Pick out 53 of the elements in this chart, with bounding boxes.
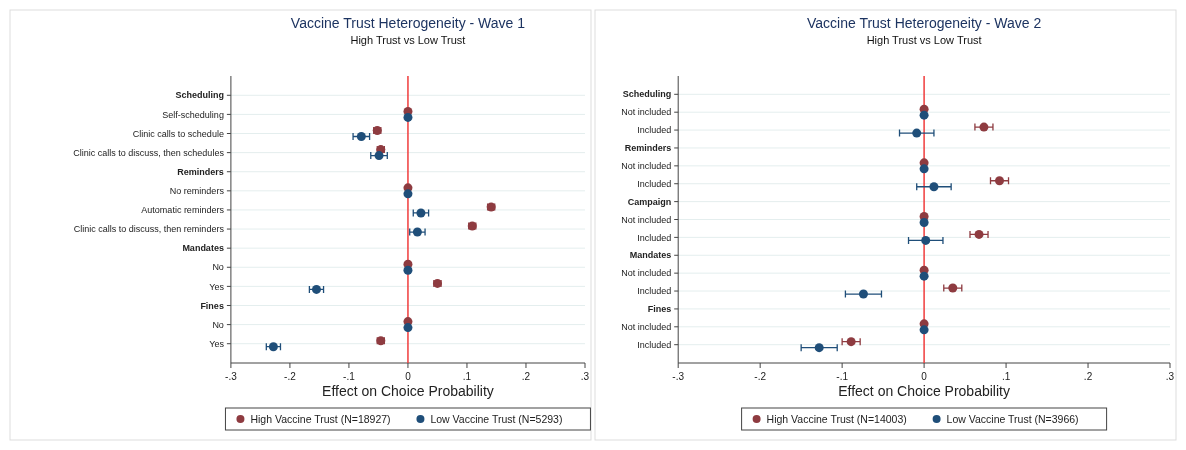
x-axis-title: Effect on Choice Probability <box>838 383 1010 399</box>
y-tick-label: No <box>212 262 224 273</box>
x-tick-label: -.3 <box>225 371 238 382</box>
y-tick-label: Reminders <box>177 166 224 177</box>
y-tick-label: Scheduling <box>175 90 224 101</box>
chart-title: Vaccine Trust Heterogeneity - Wave 1 <box>290 15 526 31</box>
y-tick-label: Self-scheduling <box>162 109 224 120</box>
y-tick-label: Not included <box>621 214 672 225</box>
y-tick-label: Yes <box>209 281 225 292</box>
x-tick-label: .2 <box>521 371 531 382</box>
x-axis-title: Effect on Choice Probability <box>322 383 494 399</box>
y-tick-label: Included <box>637 178 672 189</box>
x-tick-label: -.2 <box>284 371 297 382</box>
chart-subtitle: High Trust vs Low Trust <box>866 34 982 46</box>
x-tick-label: -.1 <box>836 371 849 382</box>
y-tick-label: Included <box>637 125 672 136</box>
legend-label: Low Vaccine Trust (N=3966) <box>946 412 1079 425</box>
y-tick-label: Scheduling <box>622 89 672 100</box>
x-tick-label: 0 <box>405 371 412 382</box>
y-tick-label: Fines <box>200 300 224 311</box>
x-tick-label: .3 <box>1165 371 1175 382</box>
y-tick-label: Not included <box>621 268 672 279</box>
legend-label: High Vaccine Trust (N=14003) <box>766 412 907 425</box>
x-tick-label: .1 <box>1001 371 1011 382</box>
legend-label: High Vaccine Trust (N=18927) <box>250 412 391 425</box>
y-tick-label: No <box>212 319 224 330</box>
y-tick-label: Campaign <box>627 196 672 207</box>
x-tick-label: .1 <box>462 371 472 382</box>
y-tick-label: Fines <box>647 304 672 315</box>
y-tick-label: Included <box>637 339 672 350</box>
y-tick-label: Not included <box>621 161 672 171</box>
y-tick-label: Included <box>637 286 672 297</box>
x-tick-label: -.2 <box>754 371 767 382</box>
x-tick-label: .2 <box>1083 371 1093 382</box>
y-tick-label: Included <box>637 232 672 243</box>
y-tick-label: Clinic calls to discuss, then schedules <box>73 147 225 158</box>
x-tick-label: -.3 <box>672 371 685 382</box>
x-tick-label: .3 <box>580 371 590 382</box>
chart-title: Vaccine Trust Heterogeneity - Wave 2 <box>806 15 1042 31</box>
y-tick-label: Not included <box>621 107 672 118</box>
x-tick-label: 0 <box>921 371 928 382</box>
y-tick-label: Clinic calls to discuss, then reminders <box>73 224 225 235</box>
y-tick-label: No reminders <box>169 185 225 196</box>
y-tick-label: Mandates <box>182 243 224 254</box>
chart-subtitle: High Trust vs Low Trust <box>350 34 466 46</box>
y-tick-label: Reminders <box>624 143 672 154</box>
y-tick-label: Mandates <box>629 250 672 261</box>
y-tick-label: Clinic calls to schedule <box>132 128 224 139</box>
legend-label: Low Vaccine Trust (N=5293) <box>430 412 563 425</box>
y-tick-label: Automatic reminders <box>141 205 225 216</box>
y-tick-label: Not included <box>621 321 672 332</box>
x-tick-label: -.1 <box>343 371 356 382</box>
y-tick-label: Yes <box>209 338 225 349</box>
